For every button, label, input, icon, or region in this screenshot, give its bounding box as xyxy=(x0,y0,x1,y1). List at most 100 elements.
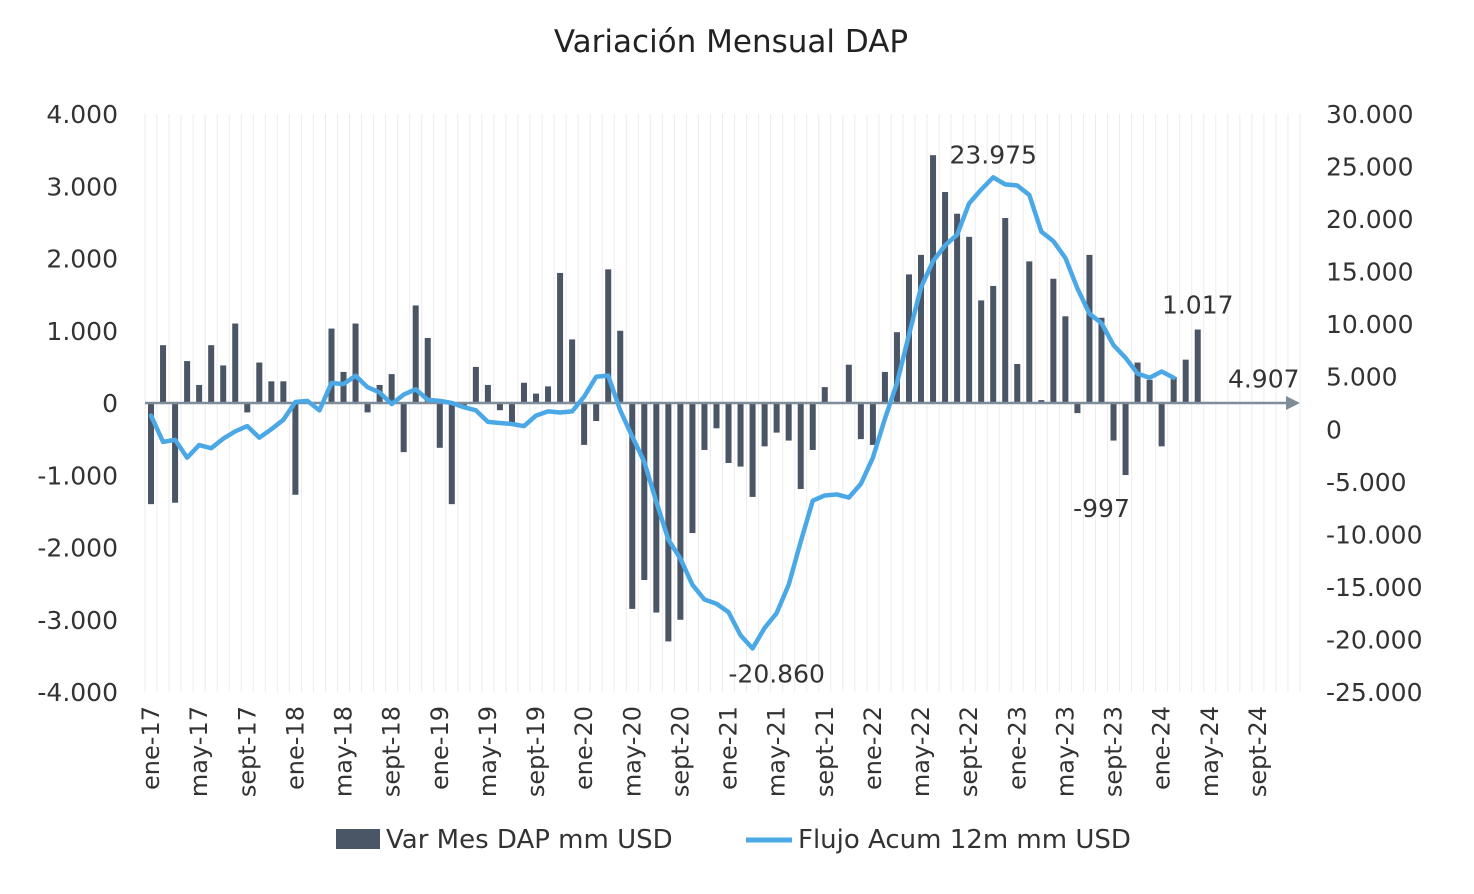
right-tick-label: 15.000 xyxy=(1326,258,1413,287)
bar xyxy=(533,393,540,403)
bar xyxy=(1026,261,1033,403)
x-tick-label: may-18 xyxy=(330,706,358,797)
right-tick-label: 10.000 xyxy=(1326,310,1413,339)
x-tick-label: ene-23 xyxy=(1003,706,1031,790)
bar xyxy=(1170,376,1177,403)
bar xyxy=(641,403,648,581)
bar xyxy=(605,269,612,403)
bar xyxy=(1146,379,1153,403)
zero-axis xyxy=(145,396,1300,410)
right-tick-label: -5.000 xyxy=(1326,468,1407,497)
bar xyxy=(160,345,167,403)
bar xyxy=(773,403,780,433)
bar xyxy=(629,403,636,609)
x-tick-label: ene-17 xyxy=(137,706,165,790)
x-tick-label: sept-21 xyxy=(811,706,839,797)
x-axis-ticks: ene-17 may-17 sept-17 ene-18 may-18 sept-18 en… xyxy=(137,706,1272,797)
bar xyxy=(617,330,624,403)
bar xyxy=(196,384,203,403)
x-tick-label: may-23 xyxy=(1051,706,1079,797)
x-tick-label: sept-19 xyxy=(522,706,550,797)
bar xyxy=(869,403,876,445)
bar xyxy=(1158,403,1165,447)
bar xyxy=(148,403,155,505)
bar xyxy=(232,323,239,403)
bar xyxy=(244,403,251,413)
bar xyxy=(557,272,564,403)
bar xyxy=(1038,400,1045,403)
bar xyxy=(677,403,684,620)
x-tick-label: may-22 xyxy=(907,706,935,797)
x-tick-label: sept-17 xyxy=(233,706,261,797)
x-tick-label: may-24 xyxy=(1196,706,1224,797)
axis-arrow xyxy=(1286,396,1300,410)
bar xyxy=(352,323,359,403)
right-tick-label: 30.000 xyxy=(1326,100,1413,129)
bar xyxy=(581,403,588,445)
right-tick-label: 5.000 xyxy=(1326,363,1398,392)
x-tick-label: sept-20 xyxy=(666,706,694,797)
right-tick-label: -25.000 xyxy=(1326,678,1423,707)
bar xyxy=(184,361,191,403)
x-tick-label: sept-22 xyxy=(955,706,983,797)
data-label: -20.860 xyxy=(728,659,825,688)
x-tick-label: sept-18 xyxy=(378,706,406,797)
x-tick-label: may-20 xyxy=(618,706,646,797)
bar xyxy=(978,300,985,403)
chart-title: Variación Mensual DAP xyxy=(554,24,908,60)
left-tick-label: 2.000 xyxy=(46,245,118,274)
bar xyxy=(942,192,949,403)
bar xyxy=(954,213,961,403)
x-tick-label: ene-20 xyxy=(570,706,598,790)
bar xyxy=(990,285,997,403)
data-label: 23.975 xyxy=(949,140,1036,169)
bar xyxy=(1122,403,1129,476)
bar xyxy=(340,371,347,403)
bar xyxy=(208,345,215,403)
bar xyxy=(1086,254,1093,403)
x-tick-label: ene-18 xyxy=(281,706,309,790)
bar xyxy=(821,387,828,403)
right-axis-ticks: 30.000 25.000 20.000 15.000 10.000 5.000 0 -5.0… xyxy=(1326,100,1423,707)
bar xyxy=(1050,278,1057,403)
line-path xyxy=(148,175,1176,651)
bar xyxy=(737,403,744,467)
bar xyxy=(545,386,552,403)
bar xyxy=(881,371,888,403)
bar xyxy=(472,366,479,403)
left-tick-label: 4.000 xyxy=(46,100,118,129)
right-tick-label: -20.000 xyxy=(1326,625,1423,654)
x-tick-label: ene-24 xyxy=(1148,706,1176,790)
left-tick-label: -1.000 xyxy=(37,461,118,490)
bar xyxy=(412,305,419,403)
left-tick-label: -3.000 xyxy=(37,606,118,635)
data-label: 4.907 xyxy=(1228,365,1300,394)
x-tick-label: ene-19 xyxy=(426,706,454,790)
legend-bar-label: Var Mes DAP mm USD xyxy=(386,825,673,855)
bar xyxy=(364,403,371,413)
bar xyxy=(388,374,395,403)
data-label: 1.017 xyxy=(1162,291,1234,320)
bar xyxy=(400,403,407,453)
bar xyxy=(701,403,708,450)
x-tick-label: may-17 xyxy=(185,706,213,797)
bar xyxy=(809,403,816,450)
right-tick-label: 20.000 xyxy=(1326,205,1413,234)
bar xyxy=(785,403,792,441)
left-tick-label: -4.000 xyxy=(37,678,118,707)
bar xyxy=(893,332,900,403)
bar xyxy=(569,339,576,403)
bar xyxy=(328,328,335,403)
legend: Var Mes DAP mm USD Flujo Acum 12m mm USD xyxy=(336,825,1131,855)
left-axis-ticks: 4.000 3.000 2.000 1.000 0 -1.000 -2.000 -3.000 -… xyxy=(37,100,118,707)
bar xyxy=(593,403,600,422)
data-annotations: 23.975 -20.860 1.017 -997 4.907 xyxy=(728,140,1299,688)
bar xyxy=(172,403,179,503)
bar xyxy=(280,381,287,403)
right-tick-label: -15.000 xyxy=(1326,573,1423,602)
bar xyxy=(689,403,696,534)
bar-series xyxy=(148,155,1201,642)
bar xyxy=(1014,363,1021,403)
bar xyxy=(713,403,720,429)
